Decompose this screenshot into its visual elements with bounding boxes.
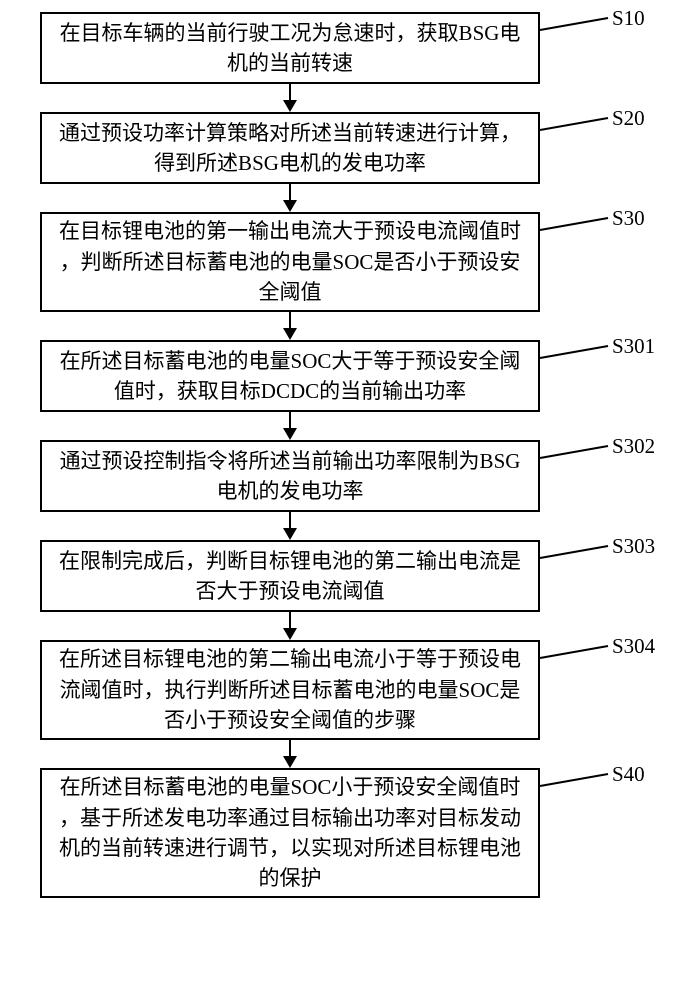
- arrowhead-icon: [283, 328, 297, 340]
- step-label-s301: S301: [612, 334, 655, 359]
- step-label-s303: S303: [612, 534, 655, 559]
- arrow-s10-to-s20: [283, 84, 297, 112]
- step-box-s301: 在所述目标蓄电池的电量SOC大于等于预设安全阈值时，获取目标DCDC的当前输出功…: [40, 340, 540, 412]
- step-text: 在限制完成后，判断目标锂电池的第二输出电流是否大于预设电流阈值: [59, 546, 521, 607]
- arrow-s303-to-s304: [283, 612, 297, 640]
- arrow-s30-to-s301: [283, 312, 297, 340]
- arrow-s20-to-s30: [283, 184, 297, 212]
- arrow-line: [289, 412, 291, 428]
- step-box-s303: 在限制完成后，判断目标锂电池的第二输出电流是否大于预设电流阈值: [40, 540, 540, 612]
- arrow-s302-to-s303: [283, 512, 297, 540]
- step-text: 在所述目标蓄电池的电量SOC大于等于预设安全阈值时，获取目标DCDC的当前输出功…: [60, 346, 521, 407]
- arrow-line: [289, 312, 291, 328]
- step-text: 在所述目标蓄电池的电量SOC小于预设安全阈值时，基于所述发电功率通过目标输出功率…: [59, 772, 521, 894]
- step-box-s10: 在目标车辆的当前行驶工况为怠速时，获取BSG电机的当前转速: [40, 12, 540, 84]
- arrowhead-icon: [283, 756, 297, 768]
- step-label-s304: S304: [612, 634, 655, 659]
- step-label-s40: S40: [612, 762, 645, 787]
- arrowhead-icon: [283, 528, 297, 540]
- step-box-s30: 在目标锂电池的第一输出电流大于预设电流阈值时，判断所述目标蓄电池的电量SOC是否…: [40, 212, 540, 312]
- step-label-s30: S30: [612, 206, 645, 231]
- step-label-s10: S10: [612, 6, 645, 31]
- step-text: 通过预设控制指令将所述当前输出功率限制为BSG电机的发电功率: [60, 446, 521, 507]
- arrowhead-icon: [283, 100, 297, 112]
- flowchart-canvas: 在目标车辆的当前行驶工况为怠速时，获取BSG电机的当前转速 S10 通过预设功率计算…: [0, 0, 680, 1000]
- step-text: 在目标车辆的当前行驶工况为怠速时，获取BSG电机的当前转速: [60, 18, 521, 79]
- arrow-s301-to-s302: [283, 412, 297, 440]
- step-box-s304: 在所述目标锂电池的第二输出电流小于等于预设电流阈值时，执行判断所述目标蓄电池的电…: [40, 640, 540, 740]
- step-text: 通过预设功率计算策略对所述当前转速进行计算，得到所述BSG电机的发电功率: [59, 118, 521, 179]
- step-label-s20: S20: [612, 106, 645, 131]
- step-box-s302: 通过预设控制指令将所述当前输出功率限制为BSG电机的发电功率: [40, 440, 540, 512]
- arrow-line: [289, 512, 291, 528]
- step-label-s302: S302: [612, 434, 655, 459]
- arrow-line: [289, 740, 291, 756]
- step-text: 在所述目标锂电池的第二输出电流小于等于预设电流阈值时，执行判断所述目标蓄电池的电…: [59, 644, 521, 735]
- arrowhead-icon: [283, 628, 297, 640]
- arrowhead-icon: [283, 428, 297, 440]
- arrow-line: [289, 612, 291, 628]
- arrow-line: [289, 184, 291, 200]
- arrowhead-icon: [283, 200, 297, 212]
- arrow-s304-to-s40: [283, 740, 297, 768]
- step-text: 在目标锂电池的第一输出电流大于预设电流阈值时，判断所述目标蓄电池的电量SOC是否…: [59, 216, 521, 307]
- step-box-s40: 在所述目标蓄电池的电量SOC小于预设安全阈值时，基于所述发电功率通过目标输出功率…: [40, 768, 540, 898]
- step-box-s20: 通过预设功率计算策略对所述当前转速进行计算，得到所述BSG电机的发电功率: [40, 112, 540, 184]
- arrow-line: [289, 84, 291, 100]
